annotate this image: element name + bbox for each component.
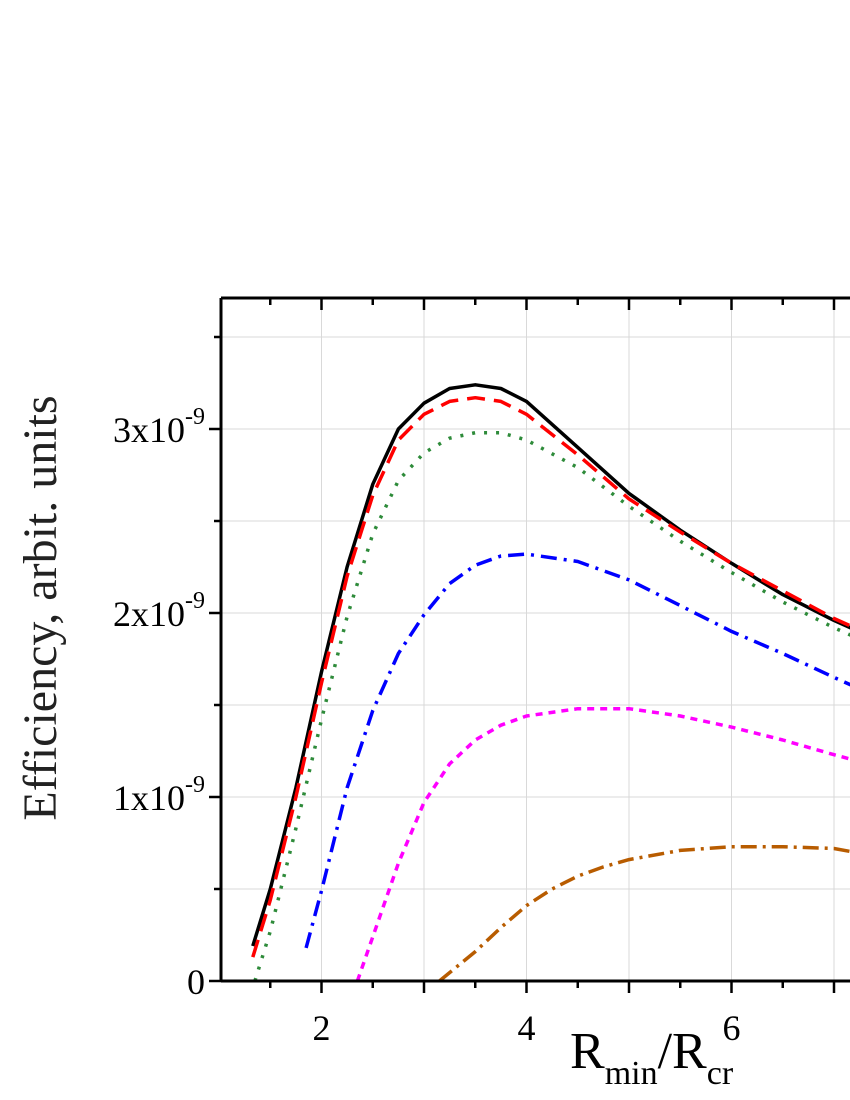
- x-label-r1: R: [570, 1023, 605, 1080]
- y-tick-base: 3x10: [113, 410, 185, 450]
- x-tick-label: 6: [723, 1008, 741, 1048]
- y-tick-exponent: -9: [185, 772, 205, 798]
- y-tick-base: 2x10: [113, 594, 185, 634]
- series-line-4: [304, 552, 850, 949]
- y-tick-exponent: -9: [185, 404, 205, 430]
- series-line-1: [251, 383, 850, 947]
- y-tick-label: 1x10-9: [113, 772, 205, 818]
- series-line-5: [355, 706, 850, 982]
- x-label-sep: /R: [658, 1023, 707, 1080]
- x-axis-label: Rmin/Rcr: [570, 1023, 734, 1092]
- y-axis-label: Efficiency, arbit. units: [14, 395, 67, 820]
- grid-lines: [221, 298, 850, 981]
- plot-frame: [219, 296, 850, 983]
- y-tick-label: 0: [187, 962, 205, 1002]
- x-label-sub2: cr: [707, 1055, 734, 1092]
- x-tick-label: 4: [518, 1008, 536, 1048]
- series-group: [251, 383, 850, 983]
- x-tick-label: 2: [313, 1008, 331, 1048]
- x-axis-ticks: 2 4 6: [269, 298, 836, 1048]
- y-tick-label: 3x10-9: [113, 404, 205, 450]
- y-tick-exponent: -9: [185, 588, 205, 614]
- series-line-6: [438, 844, 850, 983]
- x-label-sub1: min: [605, 1055, 658, 1092]
- series-line-3: [253, 430, 850, 982]
- series-line-2: [251, 395, 850, 958]
- y-tick-label: 2x10-9: [113, 588, 205, 634]
- y-tick-base: 1x10: [113, 778, 185, 818]
